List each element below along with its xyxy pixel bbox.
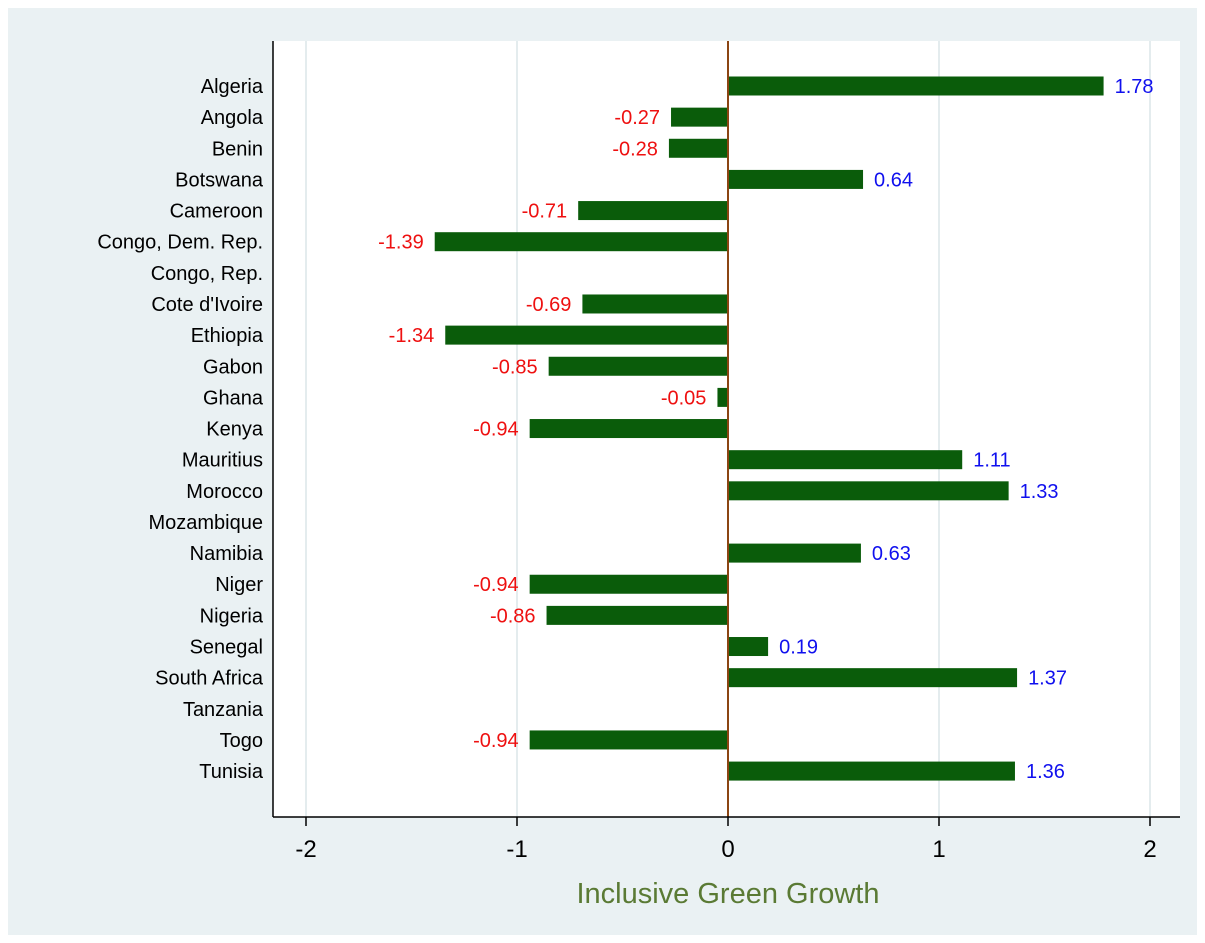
bar <box>717 387 728 407</box>
x-tick-label: -1 <box>506 836 527 863</box>
value-label: 1.36 <box>1026 761 1065 783</box>
value-label: -0.27 <box>614 107 660 129</box>
bar <box>582 294 728 314</box>
value-label: 1.78 <box>1115 76 1154 98</box>
value-label: -1.39 <box>378 232 424 254</box>
x-tick-label: -2 <box>295 836 316 863</box>
bar <box>668 138 728 158</box>
category-label: Morocco <box>186 481 263 503</box>
bar <box>728 169 864 189</box>
chart-frame: Algeria Angola Benin Botswana Cameroon Congo,… <box>8 8 1197 935</box>
category-label: Togo <box>220 730 263 752</box>
category-label: Algeria <box>201 76 264 98</box>
category-labels: Algeria Angola Benin Botswana Cameroon Congo,… <box>97 76 264 783</box>
bar <box>445 325 728 345</box>
bar <box>578 201 728 221</box>
x-tick-label: 1 <box>932 836 945 863</box>
bar <box>728 481 1009 501</box>
x-tick-label: 0 <box>721 836 734 863</box>
value-label: -0.28 <box>612 138 658 160</box>
x-tick-labels: -2 -1 0 1 2 <box>295 836 1156 863</box>
value-label: 1.33 <box>1020 481 1059 503</box>
category-label: Cote d'Ivoire <box>151 294 263 316</box>
value-label: -0.05 <box>661 387 707 409</box>
category-label: South Africa <box>155 668 264 690</box>
value-label: -0.85 <box>492 356 538 378</box>
value-label: -0.94 <box>473 419 519 441</box>
category-label: Tunisia <box>199 761 264 783</box>
category-label: Nigeria <box>200 605 264 627</box>
bar <box>529 574 728 594</box>
bar <box>546 605 728 625</box>
value-label: -0.94 <box>473 574 519 596</box>
category-label: Niger <box>215 574 263 596</box>
bar <box>548 356 728 376</box>
value-label: 1.11 <box>973 450 1010 472</box>
category-label: Mozambique <box>148 512 263 534</box>
category-label: Senegal <box>190 637 263 659</box>
category-label: Cameroon <box>170 201 263 223</box>
bar-chart: Algeria Angola Benin Botswana Cameroon Congo,… <box>97 41 1180 910</box>
value-label: 0.63 <box>872 543 911 565</box>
bars <box>434 76 1104 781</box>
bar <box>434 232 728 252</box>
x-tick-label: 2 <box>1143 836 1156 863</box>
category-label: Tanzania <box>183 699 264 721</box>
x-axis-title: Inclusive Green Growth <box>576 878 879 910</box>
value-label: -1.34 <box>389 325 435 347</box>
bar <box>728 76 1104 96</box>
category-label: Botswana <box>175 169 264 191</box>
value-label: 0.64 <box>874 169 913 191</box>
value-label: -0.69 <box>526 294 572 316</box>
value-label: 1.37 <box>1028 668 1067 690</box>
value-label: 0.19 <box>779 637 818 659</box>
axes <box>272 41 1180 826</box>
bar <box>728 637 769 657</box>
bar <box>728 543 861 563</box>
value-labels: 1.78 -0.27 -0.28 0.64 -0.71 -1.39 -0.69 -1.34 -0… <box>378 76 1153 783</box>
category-label: Ghana <box>203 387 264 409</box>
bar <box>529 419 728 439</box>
category-label: Gabon <box>203 356 263 378</box>
bar <box>671 107 728 127</box>
value-label: -0.94 <box>473 730 519 752</box>
category-label: Congo, Dem. Rep. <box>97 232 263 254</box>
category-label: Mauritius <box>182 450 263 472</box>
category-label: Benin <box>212 138 263 160</box>
category-label: Namibia <box>190 543 264 565</box>
category-label: Kenya <box>206 419 264 441</box>
bar <box>728 761 1015 781</box>
value-label: -0.71 <box>522 201 568 223</box>
value-label: -0.86 <box>490 605 536 627</box>
bar <box>728 450 963 470</box>
bar <box>728 668 1018 688</box>
category-label: Ethiopia <box>191 325 264 347</box>
bar <box>529 730 728 750</box>
gridlines <box>305 41 1151 817</box>
category-label: Angola <box>201 107 264 129</box>
category-label: Congo, Rep. <box>151 263 263 285</box>
